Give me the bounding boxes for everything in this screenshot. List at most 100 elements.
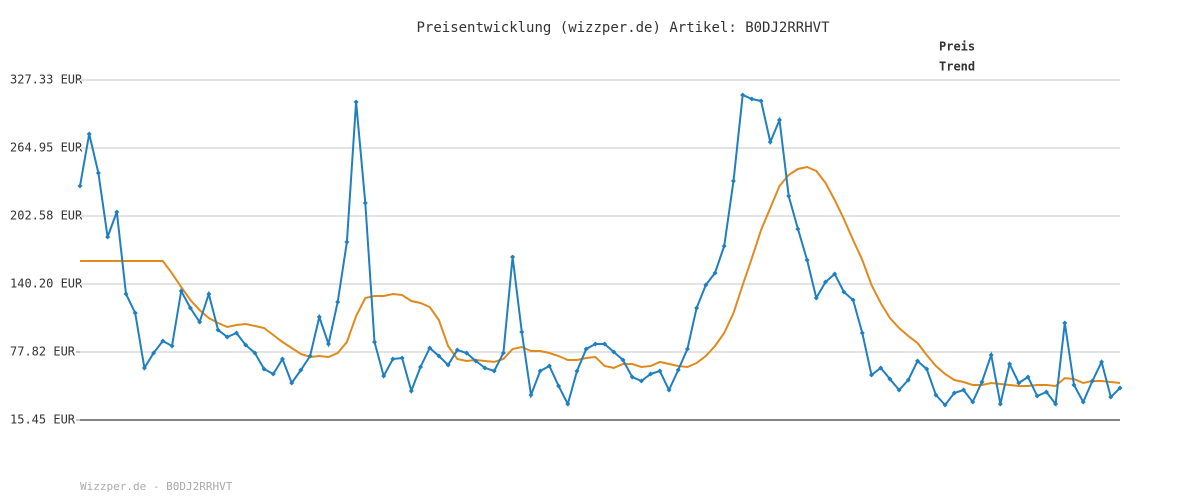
- data-point: [546, 363, 552, 369]
- data-point: [951, 390, 957, 396]
- data-point: [574, 368, 580, 374]
- data-point: [988, 352, 994, 358]
- data-point: [933, 392, 939, 398]
- y-tick-label: 15.45 EUR: [10, 413, 76, 427]
- data-point: [445, 362, 451, 368]
- data-point: [390, 356, 396, 362]
- y-tick-label: 264.95 EUR: [10, 141, 83, 155]
- data-point: [776, 117, 782, 123]
- data-point: [289, 380, 295, 386]
- data-point: [261, 366, 267, 372]
- chart-title: Preisentwicklung (wizzper.de) Artikel: B…: [416, 20, 830, 36]
- data-point: [740, 92, 746, 98]
- data-point: [822, 279, 828, 285]
- data-point: [1043, 389, 1049, 395]
- data-point: [500, 350, 506, 356]
- data-point: [233, 330, 239, 336]
- data-point: [657, 368, 663, 374]
- data-point: [703, 282, 709, 288]
- data-point: [565, 401, 571, 407]
- data-point: [132, 310, 138, 316]
- data-point: [795, 226, 801, 232]
- data-point: [638, 378, 644, 384]
- data-point: [758, 98, 764, 104]
- data-point: [243, 342, 249, 348]
- data-point: [325, 341, 331, 347]
- data-point: [454, 347, 460, 353]
- series-line: [80, 165, 1121, 388]
- footer: Wizzper.de - B0DJ2RRHVT: [80, 480, 233, 493]
- data-point: [749, 96, 755, 102]
- data-point: [979, 379, 985, 385]
- data-point: [942, 402, 948, 408]
- data-point: [629, 374, 635, 380]
- data-point: [924, 366, 930, 372]
- data-point: [583, 346, 589, 352]
- data-point: [694, 305, 700, 311]
- data-point: [353, 99, 359, 105]
- data-point: [841, 289, 847, 295]
- data-point: [114, 209, 120, 215]
- data-point: [151, 350, 157, 356]
- data-point: [675, 367, 681, 373]
- data-point: [187, 305, 193, 311]
- series-line: [79, 93, 1121, 407]
- data-point: [418, 364, 424, 370]
- data-point: [528, 392, 534, 398]
- data-point: [160, 338, 166, 344]
- data-point: [684, 346, 690, 352]
- data-point: [850, 297, 856, 303]
- data-point: [1016, 380, 1022, 386]
- data-point: [473, 358, 479, 364]
- data-point: [611, 349, 617, 355]
- data-point: [408, 388, 414, 394]
- data-point: [372, 339, 378, 345]
- data-point: [1025, 374, 1031, 380]
- data-point: [767, 139, 773, 145]
- data-point: [344, 239, 350, 245]
- data-point: [556, 383, 562, 389]
- data-point: [1062, 320, 1068, 326]
- data-point: [215, 327, 221, 333]
- data-point: [86, 131, 92, 137]
- data-point: [1089, 378, 1095, 384]
- data-point: [464, 350, 470, 356]
- data-point: [592, 341, 598, 347]
- legend-entry: Preis: [939, 40, 975, 54]
- data-point: [224, 334, 230, 340]
- y-tick-label: 140.20 EUR: [10, 277, 83, 291]
- data-point: [712, 270, 718, 276]
- data-point: [482, 365, 488, 371]
- data-point: [178, 288, 184, 294]
- data-point: [620, 357, 626, 363]
- data-point: [878, 365, 884, 371]
- data-point: [648, 371, 654, 377]
- data-point: [510, 254, 516, 260]
- data-point: [399, 355, 405, 361]
- data-point: [666, 387, 672, 393]
- data-point: [436, 353, 442, 359]
- data-point: [252, 350, 258, 356]
- data-point: [141, 365, 147, 371]
- data-point: [896, 387, 902, 393]
- data-point: [123, 291, 129, 297]
- data-point: [721, 243, 727, 249]
- data-point: [832, 271, 838, 277]
- data-point: [362, 200, 368, 206]
- data-point: [206, 291, 212, 297]
- data-point: [786, 193, 792, 199]
- data-point: [915, 358, 921, 364]
- data-point: [335, 299, 341, 305]
- data-point: [1071, 382, 1077, 388]
- data-point: [869, 372, 875, 378]
- data-point: [519, 329, 525, 335]
- data-point: [307, 353, 313, 359]
- data-point: [961, 387, 967, 393]
- data-point: [804, 257, 810, 263]
- data-point: [887, 376, 893, 382]
- data-point: [1080, 399, 1086, 405]
- data-point: [298, 367, 304, 373]
- data-point: [1053, 401, 1059, 407]
